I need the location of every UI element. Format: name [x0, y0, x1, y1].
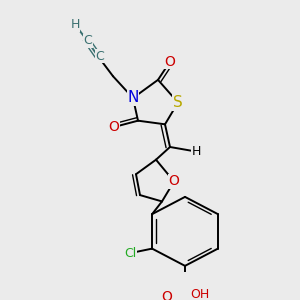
Text: Cl: Cl [124, 247, 136, 260]
Text: H: H [70, 18, 80, 31]
Text: H: H [191, 145, 201, 158]
Text: O: O [109, 120, 119, 134]
Text: OH: OH [190, 288, 210, 300]
Text: S: S [173, 95, 183, 110]
Text: O: O [169, 175, 179, 188]
Text: O: O [165, 55, 176, 69]
Text: C: C [96, 50, 104, 63]
Text: N: N [127, 91, 139, 106]
Text: C: C [84, 34, 92, 47]
Text: O: O [162, 290, 172, 300]
